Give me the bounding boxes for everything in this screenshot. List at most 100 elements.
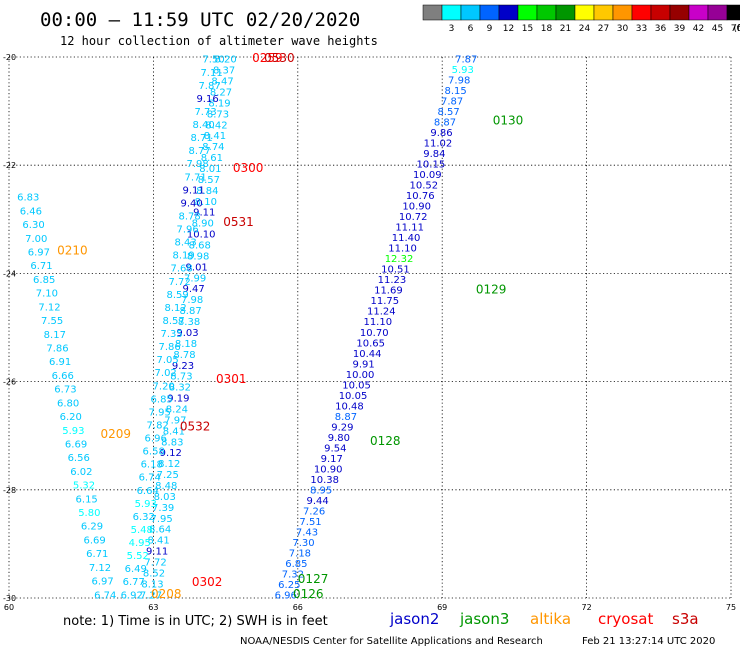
wave-height-label: 8.87 (434, 118, 456, 129)
wave-height-label: 5.48 (131, 525, 153, 536)
wave-height-label: 9.12 (160, 448, 182, 459)
wave-height-label: 8.19 (208, 98, 230, 109)
wave-height-label: 8.41 (204, 131, 226, 142)
colorbar-swatch (726, 4, 740, 21)
pass-time-label: 0530 (264, 51, 295, 65)
satellite-legend-item: cryosat (598, 610, 653, 628)
wave-height-label: 10.09 (413, 170, 442, 181)
wave-height-label: 8.24 (166, 404, 188, 415)
wave-height-label: 7.10 (36, 289, 58, 300)
colorbar-label: 70 (731, 24, 740, 34)
wave-height-label: 8.64 (149, 525, 171, 536)
colorbar-label: 9 (487, 24, 493, 34)
colorbar-label: 24 (579, 24, 591, 34)
wave-height-label: 9.91 (352, 359, 374, 370)
wave-height-label: 10.44 (353, 349, 382, 360)
satellite-legend-item: s3a (672, 610, 699, 628)
wave-height-label: 11.69 (374, 286, 403, 297)
pass-time-label: 0532 (180, 420, 211, 434)
wave-height-label: 7.97 (164, 415, 186, 426)
wave-height-label: 10.05 (342, 380, 371, 391)
colorbar-label: 15 (522, 24, 533, 34)
wave-height-label: 9.80 (328, 433, 350, 444)
colorbar-label: 18 (541, 24, 553, 34)
wave-height-label: 8.59 (167, 290, 189, 301)
wave-height-label: 7.27 (140, 590, 162, 601)
footer-note: note: 1) Time is in UTC; 2) SWH is in fe… (63, 614, 328, 629)
wave-height-label: 7.95 (149, 407, 171, 418)
wave-height-label: 7.99 (184, 273, 206, 284)
wave-height-label: 5.52 (127, 551, 149, 562)
wave-height-label: 8.43 (174, 238, 196, 249)
wave-height-label: 10.90 (314, 464, 343, 475)
colorbar-swatch (707, 4, 728, 21)
wave-height-label: 8.41 (147, 536, 169, 547)
wave-height-label: 8.73 (207, 109, 229, 120)
wave-height-label: 8.18 (175, 339, 197, 350)
y-tick-label: -24 (3, 269, 16, 278)
wave-height-label: 10.52 (409, 181, 438, 192)
wave-height-label: 8.17 (44, 330, 66, 341)
wave-height-label: 9.19 (167, 394, 189, 405)
wave-height-label: 8.52 (143, 568, 165, 579)
wave-height-label: 10.51 (381, 265, 410, 276)
wave-height-label: 7.35 (161, 329, 183, 340)
x-tick-label: 66 (293, 603, 303, 612)
colorbar-label: 36 (655, 24, 667, 34)
colorbar-swatch (479, 4, 500, 21)
wave-height-label: 6.91 (49, 357, 71, 368)
wave-height-label: 6.32 (133, 512, 155, 523)
wave-height-label: 7.71 (184, 172, 206, 183)
wave-height-label: 7.98 (181, 295, 203, 306)
wave-height-label: 11.40 (392, 233, 421, 244)
colorbar-swatch (441, 4, 462, 21)
colorbar-label: 45 (712, 24, 723, 34)
wave-height-label: 10.65 (356, 338, 385, 349)
wave-height-label: 9.03 (176, 328, 198, 339)
wave-height-label: 11.11 (395, 223, 424, 234)
wave-height-label: 8.01 (199, 164, 221, 175)
chart-subtitle: 12 hour collection of altimeter wave hei… (60, 34, 378, 48)
wave-height-label: 6.15 (76, 494, 98, 505)
x-tick-label: 69 (437, 603, 447, 612)
pass-time-label: 0129 (476, 283, 507, 297)
wave-height-label: 6.49 (125, 564, 147, 575)
wave-height-label: 6.66 (52, 371, 74, 382)
wave-height-label: 6.92 (121, 590, 143, 601)
colorbar-swatch (498, 4, 519, 21)
wave-height-label: 5.80 (78, 508, 100, 519)
satellite-legend-item: jason3 (459, 610, 509, 628)
wave-height-label: 7.12 (38, 302, 60, 313)
wave-height-label: 11.10 (363, 317, 392, 328)
wave-height-label: 7.95 (151, 514, 173, 525)
wave-height-label: 8.87 (179, 306, 201, 317)
wave-height-label: 7.00 (25, 234, 47, 245)
wave-height-label: 7.87 (455, 55, 477, 66)
pass-time-label: 0531 (223, 215, 254, 229)
wave-height-label: 8.48 (155, 481, 177, 492)
wave-height-label: 9.86 (430, 128, 452, 139)
wave-height-label: 7.87 (441, 97, 463, 108)
wave-height-label: 7.68 (171, 264, 193, 275)
wave-height-label: 9.44 (306, 496, 328, 507)
wave-height-label: 8.84 (196, 186, 218, 197)
x-tick-label: 60 (4, 603, 14, 612)
wave-height-label: 9.11 (182, 185, 204, 196)
wave-height-label: 8.41 (163, 426, 185, 437)
y-tick-label: -28 (3, 486, 16, 495)
pass-time-label: 0259 (252, 51, 283, 65)
wave-height-label: 6.56 (68, 453, 90, 464)
wave-height-label: 6.58 (143, 447, 165, 458)
wave-height-label: 6.69 (65, 439, 87, 450)
wave-height-label: 8.73 (170, 372, 192, 383)
wave-height-label: 10.10 (187, 230, 216, 241)
wave-height-label: 10.15 (417, 160, 446, 171)
wave-height-label: 8.78 (178, 211, 200, 222)
wave-height-label: 8.78 (173, 350, 195, 361)
wave-height-label: 8.57 (198, 175, 220, 186)
wave-height-label: 9.01 (186, 262, 208, 273)
wave-height-label: 7.25 (157, 470, 179, 481)
wave-height-label: 9.29 (331, 422, 353, 433)
wave-height-label: 8.68 (189, 241, 211, 252)
